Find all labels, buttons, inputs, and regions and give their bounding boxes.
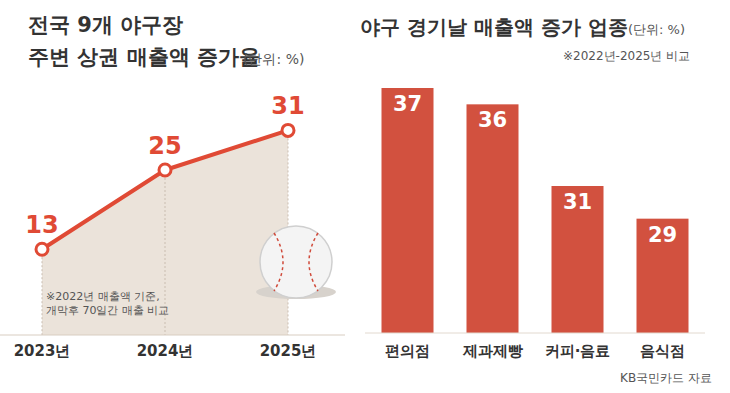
bar [382, 88, 434, 333]
annotation: ※2022년 매출액 기준,개막후 70일간 매출 비교 [46, 290, 170, 317]
data-point [36, 243, 48, 255]
x-tick-label: 2023년 [14, 342, 71, 360]
x-tick-label: 커피·음료 [545, 342, 611, 360]
data-label: 13 [25, 211, 58, 239]
text-line: ※2022년 매출액 기준, [46, 290, 160, 303]
plot-area [382, 88, 689, 333]
chart-title: 전국 9개 야구장주변 상권 매출액 증가율 [28, 13, 260, 69]
ball-stitch [309, 233, 318, 291]
data-label: 25 [148, 132, 181, 160]
bar [467, 104, 519, 333]
plot-area [36, 124, 294, 335]
axis-baseline [0, 335, 345, 336]
data-point [282, 124, 294, 136]
chart-canvas: 전국 9개 야구장주변 상권 매출액 증가율(단위: %)132531※2022… [0, 0, 730, 393]
text-line: 주변 상권 매출액 증가율 [28, 45, 260, 69]
guide-line [42, 249, 43, 335]
x-tick-label: 편의점 [385, 342, 430, 360]
x-tick-label: 2024년 [137, 342, 194, 360]
x-tick-label: 제과제빵 [462, 342, 523, 360]
x-tick-label: 음식점 [640, 342, 685, 360]
source-note: KB국민카드 자료 [620, 371, 712, 385]
annotation: ※2022년-2025년 비교 [563, 49, 690, 63]
bar [552, 186, 604, 333]
axis-baseline [365, 333, 705, 334]
area-fill [42, 130, 288, 335]
chart-subtitle: (단위: %) [628, 22, 685, 37]
text-line: 개막후 70일간 매출 비교 [46, 304, 170, 317]
data-line [42, 130, 288, 249]
data-label: 37 [393, 92, 422, 116]
bar [637, 219, 689, 333]
data-label: 31 [271, 92, 304, 120]
data-label: 36 [478, 108, 507, 132]
x-tick-label: 2025년 [260, 342, 317, 360]
ball-stitch [274, 233, 283, 291]
baseball [260, 226, 332, 298]
data-label: 31 [563, 190, 592, 214]
chart-subtitle: (단위: %) [243, 51, 304, 67]
chart-title: 야구 경기날 매출액 증가 업종 [360, 15, 628, 39]
data-label: 29 [648, 223, 677, 247]
data-point [159, 164, 171, 176]
text-line: 전국 9개 야구장 [28, 13, 183, 37]
